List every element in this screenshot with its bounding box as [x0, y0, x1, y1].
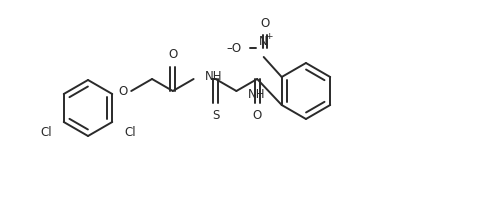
- Text: NH: NH: [205, 69, 222, 83]
- Text: O: O: [253, 109, 262, 122]
- Text: O: O: [119, 85, 128, 97]
- Text: S: S: [212, 109, 219, 122]
- Text: N: N: [260, 35, 268, 48]
- Text: +: +: [265, 32, 273, 41]
- Text: Cl: Cl: [40, 126, 52, 139]
- Text: –O: –O: [226, 42, 242, 54]
- Text: NH: NH: [247, 88, 265, 101]
- Text: Cl: Cl: [124, 126, 136, 139]
- Text: O: O: [260, 17, 269, 30]
- Text: O: O: [168, 48, 178, 61]
